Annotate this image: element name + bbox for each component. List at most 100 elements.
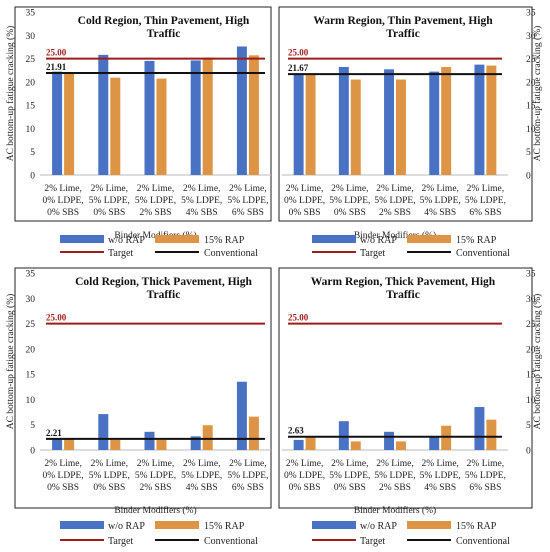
- x-tick-label: 2% Lime,: [376, 184, 413, 194]
- y-tick-label: 35: [526, 9, 536, 19]
- bar-rap15: [350, 441, 361, 450]
- legend-label-conventional: Conventional: [204, 248, 258, 259]
- x-tick-label: 2% Lime,: [183, 459, 220, 469]
- bar-wo-rap: [98, 414, 109, 450]
- chart-panel: 0 5 10 15 20 25 30 35 AC bottom-up fatigue crack…: [278, 267, 543, 516]
- y-tick-label: 20: [26, 345, 36, 355]
- bar-wo-rap: [190, 436, 201, 450]
- bar-wo-rap: [293, 74, 304, 175]
- bar-wo-rap: [52, 71, 63, 175]
- conventional-value-label: 2.21: [46, 428, 62, 438]
- bar-wo-rap: [144, 60, 155, 175]
- y-tick-label: 15: [526, 371, 536, 381]
- x-tick-label: 0% SBS: [334, 483, 366, 493]
- y-axis-label: AC bottom-up fatigue cracking (%): [5, 26, 16, 162]
- x-tick-label: 2% Lime,: [229, 459, 266, 469]
- legend-swatch-wo-rap: [60, 235, 104, 243]
- x-tick-label: 4% SBS: [186, 483, 218, 493]
- x-tick-label: 2% Lime,: [421, 459, 458, 469]
- y-tick-label: 30: [26, 32, 36, 42]
- chart-frame: [14, 267, 272, 509]
- x-tick-label: 0% LDPE,: [43, 196, 84, 206]
- x-tick-label: 5% LDPE,: [465, 196, 506, 206]
- bar-wo-rap: [474, 407, 485, 450]
- target-value-label: 25.00: [288, 48, 309, 58]
- x-tick-label: 4% SBS: [424, 483, 456, 493]
- bar-rap15: [202, 425, 213, 450]
- bar-wo-rap: [338, 421, 349, 450]
- x-tick-label: 2% Lime,: [91, 184, 128, 194]
- legend-label-wo-rap: w/o RAP: [360, 521, 397, 532]
- bar-rap15: [110, 439, 121, 450]
- x-axis-label: Binder Modifiers (%): [354, 505, 436, 516]
- x-tick-label: 5% LDPE,: [329, 196, 370, 206]
- y-tick-label: 0: [30, 172, 35, 182]
- x-tick-label: 5% LDPE,: [329, 471, 370, 481]
- x-tick-label: 0% SBS: [289, 483, 321, 493]
- x-tick-label: 2% Lime,: [229, 184, 266, 194]
- x-tick-label: 0% SBS: [334, 208, 366, 218]
- legend-swatch-rap15: [155, 235, 199, 243]
- chart-title: Traffic: [147, 289, 181, 301]
- legend-swatch-rap15: [407, 521, 451, 529]
- bar-wo-rap: [236, 46, 247, 175]
- x-tick-label: 2% SBS: [140, 208, 172, 218]
- x-tick-label: 2% SBS: [379, 483, 411, 493]
- x-tick-label: 2% SBS: [379, 208, 411, 218]
- x-tick-label: 6% SBS: [469, 483, 501, 493]
- legend-swatch-rap15: [155, 521, 199, 529]
- y-tick-label: 0: [30, 447, 35, 457]
- bar-rap15: [64, 72, 75, 175]
- bar-rap15: [441, 66, 452, 175]
- y-axis-label: AC bottom-up fatigue cracking (%): [5, 294, 16, 430]
- charts-group: 0 5 10 15 20 25 30 35 AC bottom-up fatigue crack…: [5, 6, 543, 516]
- bar-rap15: [110, 77, 121, 175]
- x-tick-label: 2% Lime,: [137, 459, 174, 469]
- x-tick-label: 5% LDPE,: [420, 196, 461, 206]
- x-tick-label: 5% LDPE,: [420, 471, 461, 481]
- bar-rap15: [248, 416, 259, 450]
- bar-rap15: [486, 419, 497, 450]
- chart-title: Warm Region, Thick Pavement, High: [311, 276, 496, 288]
- legend-swatch-rap15: [407, 235, 451, 243]
- x-tick-label: 0% SBS: [289, 208, 321, 218]
- x-tick-label: 2% Lime,: [331, 459, 368, 469]
- x-tick-label: 5% LDPE,: [374, 196, 415, 206]
- x-tick-label: 5% LDPE,: [227, 471, 268, 481]
- x-tick-label: 2% Lime,: [467, 184, 504, 194]
- legend-label-rap15: 15% RAP: [204, 521, 245, 532]
- target-value-label: 25.00: [288, 313, 309, 323]
- chart-title: Warm Region, Thin Pavement, High: [313, 15, 493, 27]
- bar-wo-rap: [429, 71, 440, 175]
- x-tick-label: 2% Lime,: [91, 459, 128, 469]
- bar-rap15: [248, 55, 259, 175]
- x-tick-label: 2% Lime,: [286, 459, 323, 469]
- legend-label-target: Target: [360, 248, 385, 259]
- bar-wo-rap: [293, 439, 304, 450]
- legend-swatch-wo-rap: [312, 235, 356, 243]
- bar-wo-rap: [429, 436, 440, 450]
- legend-label-target: Target: [108, 248, 133, 259]
- legend-swatch-wo-rap: [312, 521, 356, 529]
- legend-label-wo-rap: w/o RAP: [108, 521, 145, 532]
- x-tick-label: 2% Lime,: [331, 184, 368, 194]
- bar-rap15: [156, 439, 167, 450]
- bar-wo-rap: [384, 69, 394, 175]
- legend-label-wo-rap: w/o RAP: [360, 235, 397, 246]
- bar-rap15: [156, 78, 167, 175]
- y-tick-label: 30: [526, 295, 536, 305]
- legend-label-conventional: Conventional: [456, 536, 510, 547]
- conventional-value-label: 21.91: [46, 62, 67, 72]
- legend-label-conventional: Conventional: [204, 536, 258, 547]
- x-tick-label: 2% Lime,: [467, 459, 504, 469]
- x-tick-label: 2% Lime,: [183, 184, 220, 194]
- legend-label-target: Target: [360, 536, 385, 547]
- y-tick-label: 5: [30, 148, 35, 158]
- x-tick-label: 0% SBS: [93, 208, 125, 218]
- x-tick-label: 4% SBS: [424, 208, 456, 218]
- legend-label-conventional: Conventional: [456, 248, 510, 259]
- x-axis-label: Binder Modifiers (%): [354, 230, 436, 241]
- x-tick-label: 2% Lime,: [286, 184, 323, 194]
- bar-rap15: [305, 74, 316, 175]
